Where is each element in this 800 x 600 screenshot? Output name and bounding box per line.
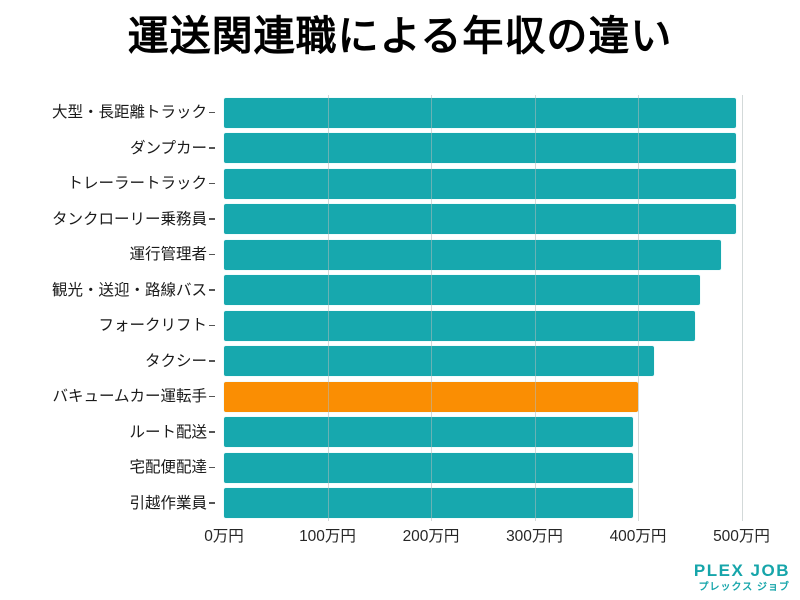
gridline-400 — [638, 95, 639, 521]
bar — [224, 275, 701, 306]
bar — [224, 204, 737, 235]
bar — [224, 417, 633, 448]
y-axis-tick — [209, 111, 215, 114]
gridline-200 — [431, 95, 432, 521]
chart-title: 運送関連職による年収の違い — [127, 13, 673, 59]
x-axis-labels: 0万円 100万円 200万円 300万円 400万円 500万円 — [0, 524, 800, 546]
x-axis-tick-label: 200万円 — [402, 528, 460, 545]
x-axis-tick-label: 300万円 — [506, 528, 563, 545]
y-axis-tick — [209, 324, 215, 327]
category-label: タンクローリー乗務員 — [51, 210, 207, 228]
gridline-500 — [741, 95, 743, 521]
bar — [224, 310, 695, 341]
logo-text: PLEX JOB — [693, 561, 790, 580]
category-label: バキュームカー運転手 — [52, 388, 207, 405]
category-label: トレーラートラック — [67, 175, 207, 192]
bar — [224, 346, 654, 377]
category-label: ルート配送 — [129, 423, 207, 441]
x-axis-tick-label: 400万円 — [609, 528, 667, 545]
category-label: 大型・長距離トラック — [51, 104, 207, 121]
category-label: 運行管理者 — [129, 246, 207, 263]
gridline-300 — [534, 95, 536, 521]
y-axis-tick — [209, 147, 215, 149]
y-axis-tick — [209, 395, 215, 398]
category-label: 引越作業員 — [129, 494, 207, 512]
bar — [224, 239, 721, 270]
gridline-100 — [327, 95, 329, 521]
category-label: 観光・送迎・路線バス — [51, 281, 207, 299]
category-label: タクシー — [144, 352, 207, 370]
category-label: フォークリフト — [98, 317, 207, 334]
category-label: 宅配便配達 — [129, 459, 207, 476]
y-axis-tick — [209, 253, 215, 256]
x-axis-tick-label: 0万円 — [204, 528, 244, 545]
y-axis-tick — [209, 502, 215, 504]
y-axis-tick — [209, 218, 215, 220]
bar — [224, 488, 633, 519]
x-axis-tick-label: 500万円 — [713, 528, 770, 545]
y-axis-tick — [209, 289, 215, 291]
bar — [224, 452, 633, 483]
y-axis-tick — [209, 466, 215, 469]
bar — [224, 133, 737, 164]
plexjob-logo: PLEX JOB プレックス ジョブ — [693, 561, 790, 593]
plot-area — [224, 95, 772, 521]
bar — [224, 97, 737, 128]
category-label: ダンプカー — [129, 139, 207, 157]
y-axis-tick — [209, 360, 215, 362]
bar — [224, 168, 737, 199]
x-axis-tick-label: 100万円 — [299, 528, 356, 545]
y-axis-tick — [209, 182, 215, 185]
y-axis-labels: 大型・長距離トラックダンプカートレーラートラックタンクローリー乗務員運行管理者観… — [0, 95, 207, 521]
y-axis-tick — [209, 431, 215, 433]
logo-subtext: プレックス ジョブ — [698, 581, 790, 593]
